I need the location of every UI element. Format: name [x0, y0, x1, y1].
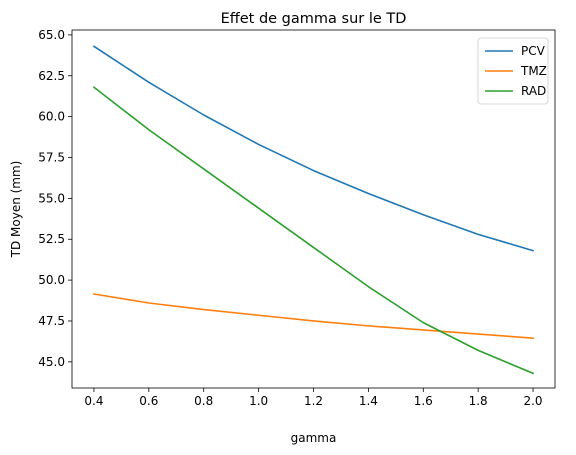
y-tick-label: 47.5 [38, 314, 65, 328]
y-tick-label: 50.0 [38, 273, 65, 287]
plot-area [71, 29, 556, 389]
x-axis-label: gamma [291, 431, 337, 445]
y-tick-label: 57.5 [38, 151, 65, 165]
y-tick-label: 45.0 [38, 355, 65, 369]
y-tick-label: 52.5 [38, 232, 65, 246]
series-line-tmz [93, 293, 534, 339]
y-tick-label: 62.5 [38, 69, 65, 83]
x-tick-label: 1.4 [359, 394, 378, 408]
x-axis: 0.4 0.6 0.8 1.0 1.2 1.4 1.6 1.8 2.0 [84, 388, 543, 408]
legend: PCV TMZ RAD [477, 37, 549, 105]
x-tick-label: 0.6 [139, 394, 158, 408]
legend-label-pcv: PCV [521, 44, 546, 58]
x-tick-label: 0.8 [194, 394, 213, 408]
x-tick-label: 1.0 [249, 394, 268, 408]
x-tick-label: 1.2 [304, 394, 323, 408]
series-layer [92, 45, 535, 375]
y-axis: 45.0 47.5 50.0 52.5 55.0 57.5 60.0 62.5 65.0 [38, 28, 72, 369]
x-tick-label: 2.0 [523, 394, 542, 408]
y-tick-label: 60.0 [38, 110, 65, 124]
x-tick-label: 1.8 [469, 394, 488, 408]
x-tick-label: 1.6 [414, 394, 433, 408]
legend-label-tmz: TMZ [520, 64, 547, 78]
chart-title: Effet de gamma sur le TD [221, 11, 407, 27]
y-tick-label: 65.0 [38, 28, 65, 42]
series-line-pcv [92, 45, 535, 252]
y-axis-label: TD Moyen (mm) [9, 161, 23, 259]
y-tick-label: 55.0 [38, 191, 65, 205]
x-tick-label: 0.4 [84, 394, 103, 408]
series-line-rad [92, 86, 535, 375]
legend-label-rad: RAD [521, 84, 546, 98]
